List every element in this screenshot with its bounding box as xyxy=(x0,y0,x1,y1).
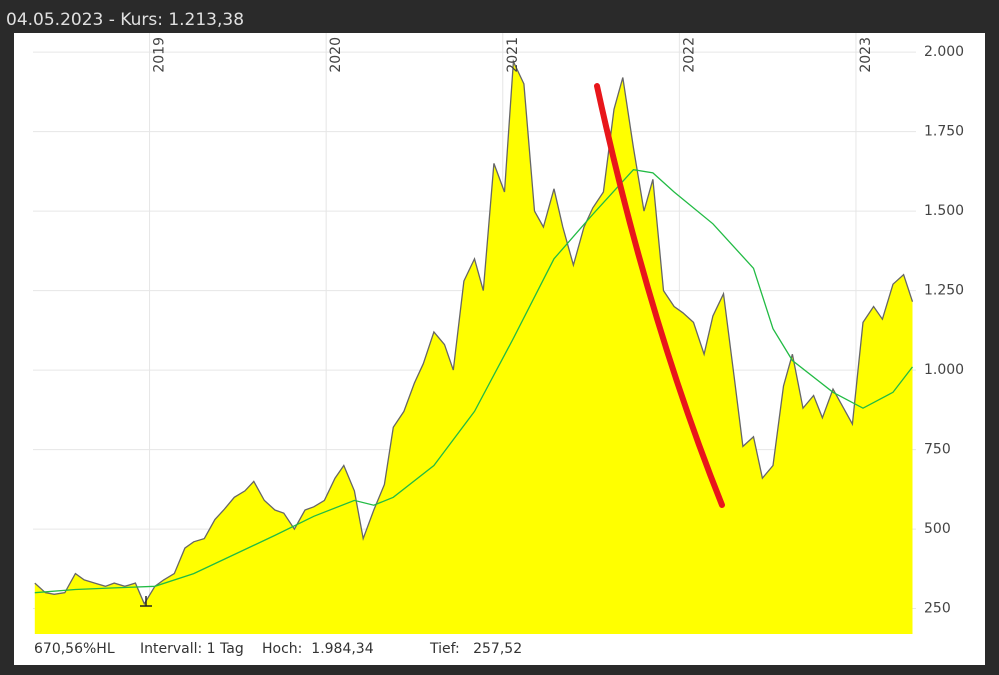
x-tick-label: 2023 xyxy=(858,37,874,73)
y-tick-label: 500 xyxy=(924,521,951,537)
x-tick-label: 2019 xyxy=(152,37,168,73)
y-tick-label: 1.500 xyxy=(924,203,964,219)
footer-item: Tief: 257,52 xyxy=(429,641,522,657)
price-line xyxy=(34,59,914,606)
x-tick-label: 2021 xyxy=(505,37,521,73)
y-tick-label: 1.750 xyxy=(924,124,964,140)
footer: 670,56%HL Intervall: 1 Tag Hoch: 1.984,34 T… xyxy=(34,641,522,657)
trend-annotation xyxy=(594,83,725,508)
area xyxy=(34,61,913,635)
plot xyxy=(34,59,914,635)
x-tick-label: 2022 xyxy=(681,37,697,73)
footer-item: Intervall: 1 Tag xyxy=(140,641,244,657)
y-tick-label: 1.000 xyxy=(924,362,964,378)
y-tick-label: 2.000 xyxy=(924,44,964,60)
x-tick-label: 2020 xyxy=(328,37,344,73)
y-tick-label: 750 xyxy=(924,442,951,458)
header-title: 04.05.2023 - Kurs: 1.213,38 xyxy=(6,10,244,30)
moving-average-line xyxy=(34,169,914,594)
y-tick-label: 250 xyxy=(924,601,951,617)
footer-item: 670,56%HL xyxy=(34,641,115,657)
y-tick-label: 1.250 xyxy=(924,283,964,299)
footer-item: Hoch: 1.984,34 xyxy=(262,641,374,657)
